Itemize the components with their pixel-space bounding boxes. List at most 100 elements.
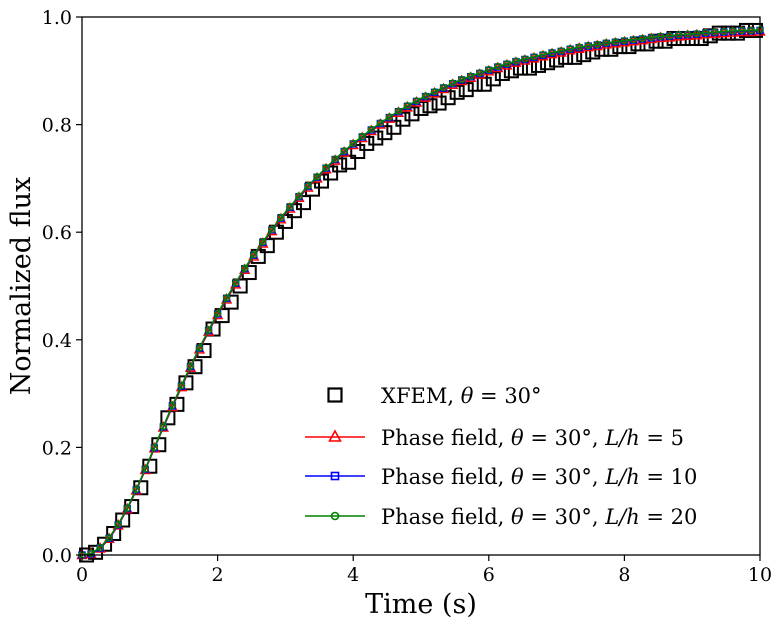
legend-label-part: = 30°, [524,426,606,450]
data-point [693,29,701,38]
data-point [413,100,429,116]
data-point [412,97,421,105]
legend-label: Phase field, θ = 30°, L/h = 5 [381,426,684,450]
data-point [404,106,420,122]
data-point [295,192,303,200]
data-point [168,401,177,410]
data-point [112,518,124,530]
data-point [87,549,95,558]
data-point [521,55,529,63]
data-point [304,182,312,190]
data-point [503,60,511,68]
data-point [139,463,151,475]
data-point [466,72,475,80]
legend-label-part: θ [461,384,474,408]
data-point [377,125,393,141]
data-point [105,534,113,542]
data-point [485,71,501,87]
data-point [575,43,583,51]
y-tick-label: 0.0 [42,545,72,567]
data-point [476,69,484,77]
legend-marker [330,511,340,521]
legend-marker [330,471,340,481]
data-point [566,45,574,53]
data-point [132,485,140,494]
data-point [130,483,142,495]
y-tick-label: 0.8 [42,115,72,137]
data-point [385,113,394,121]
data-point [115,512,131,528]
data-point [638,34,647,43]
legend-label-part: L/h [604,465,640,489]
data-point [602,39,610,47]
data-point [195,344,204,352]
data-point [150,443,159,452]
data-point [349,139,357,148]
data-point [186,362,195,370]
legend-label-part: Phase field, [381,426,511,450]
data-point [530,53,538,61]
data-point [729,27,737,35]
legend-label: Phase field, θ = 30°, L/h = 10 [381,465,697,489]
data-point [439,83,448,92]
data-point [232,279,240,287]
legend-label-part: Phase field, [381,465,511,489]
data-point [674,31,683,39]
data-point [367,125,376,134]
data-point [368,130,384,146]
data-point [485,66,493,74]
data-point [449,84,465,100]
data-point [711,28,719,36]
legend-label: Phase field, θ = 30°, L/h = 20 [381,505,697,529]
legend-entry-3: Phase field, θ = 30°, L/h = 20 [305,505,697,529]
x-tick-label: 6 [483,564,495,586]
y-tick-label: 0.2 [42,437,72,459]
x-tick-label: 8 [618,564,630,586]
series-line [81,29,761,556]
data-point [476,76,492,92]
data-point [259,238,267,246]
data-point [738,26,746,35]
y-axis: 0.0 0.2 0.4 0.6 0.8 1.0 [42,7,82,567]
data-point [250,251,258,259]
data-point [241,264,249,272]
data-point [720,27,728,36]
data-point [332,157,348,173]
legend-label: XFEM, θ = 30° [381,384,542,408]
plot-frame [81,16,761,556]
data-point [121,502,133,514]
data-point [557,47,565,55]
data-point [494,62,502,71]
data-point [421,92,430,100]
data-point [548,48,556,57]
legend-label-part: θ [511,505,524,529]
data-point [286,203,294,211]
legend-label-part: = 10 [640,465,698,489]
y-axis-label: Normalized flux [6,177,37,395]
x-tick-label: 4 [347,564,359,586]
legend: XFEM, θ = 30° Phase field, θ = 30°, L/h =… [305,384,697,529]
legend-label-part: θ [511,426,524,450]
data-point [647,33,656,42]
data-point [177,381,186,390]
data-point [322,163,330,172]
data-point [584,41,592,50]
data-point [296,195,312,211]
x-tick-label: 10 [748,564,772,586]
data-point [340,147,348,155]
data-point [629,35,638,44]
data-point [96,543,104,552]
data-point [103,532,115,544]
data-point [422,98,438,114]
data-point [359,135,375,151]
legend-label-part: Phase field, [381,505,511,529]
data-point [665,32,674,40]
data-point [403,102,412,110]
legend-marker [328,429,342,442]
data-point [313,173,321,181]
legend-label-part: L/h [604,505,640,529]
data-point [539,50,547,59]
data-point [512,57,520,65]
data-point [747,26,755,35]
